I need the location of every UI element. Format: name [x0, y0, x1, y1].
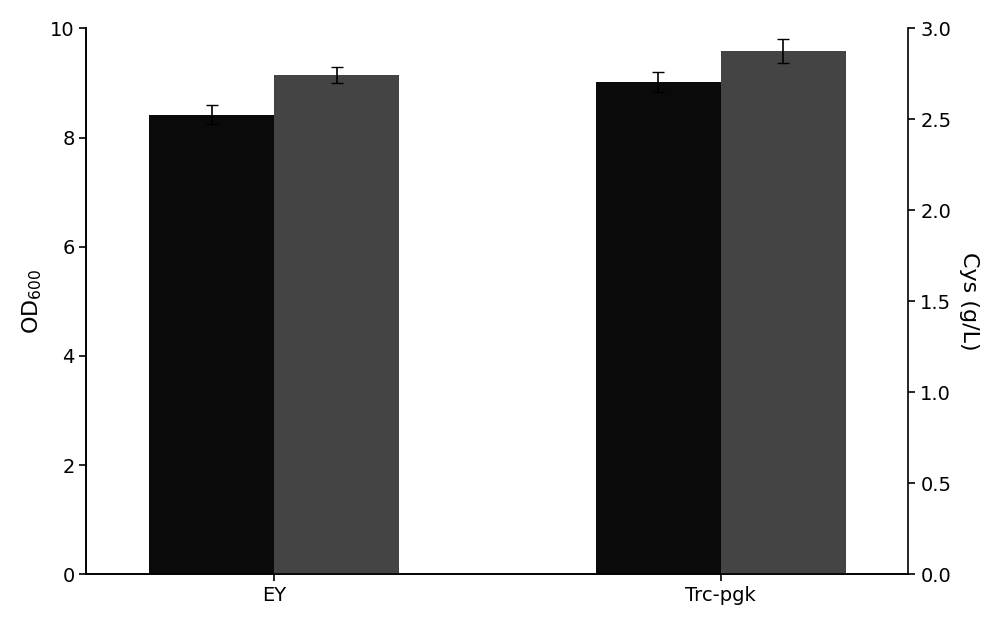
Bar: [274, 74, 399, 575]
Y-axis label: Cys (g/L): Cys (g/L): [959, 252, 979, 351]
Bar: [721, 51, 846, 575]
Y-axis label: OD$_{600}$: OD$_{600}$: [21, 269, 44, 334]
Bar: [596, 82, 721, 575]
Bar: [149, 115, 274, 575]
